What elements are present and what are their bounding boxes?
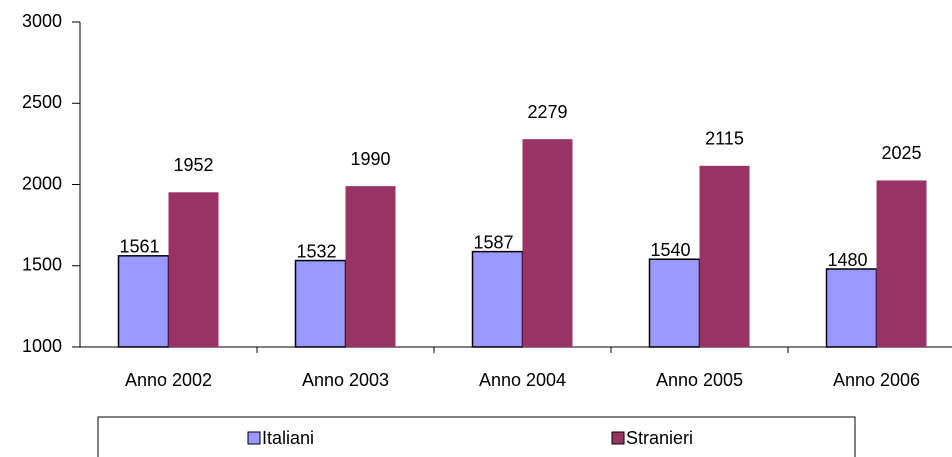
- data-label: 1990: [350, 149, 390, 169]
- legend-label: Italiani: [262, 428, 314, 448]
- bar: [876, 180, 927, 347]
- y-tick-label: 1500: [22, 255, 62, 275]
- y-tick-label: 1000: [22, 336, 62, 356]
- data-label: 1561: [119, 237, 159, 257]
- data-label: 2279: [527, 102, 567, 122]
- legend-box: [97, 416, 856, 457]
- bar: [168, 192, 219, 347]
- x-tick-label: Anno 2006: [833, 370, 920, 390]
- y-tick-label: 3000: [22, 11, 62, 31]
- x-tick-label: Anno 2004: [479, 370, 566, 390]
- bar: [294, 259, 347, 348]
- data-label: 1540: [650, 240, 690, 260]
- data-label: 1952: [173, 155, 213, 175]
- data-label: 1480: [827, 250, 867, 270]
- bar: [699, 165, 750, 347]
- data-label: 1587: [473, 232, 513, 252]
- y-tick-label: 2000: [22, 173, 62, 193]
- data-label: 2025: [881, 143, 921, 163]
- bar: [648, 258, 701, 348]
- bar: [345, 186, 396, 347]
- x-tick-label: Anno 2005: [656, 370, 743, 390]
- bar: [117, 255, 170, 348]
- bar: [471, 250, 524, 348]
- bar: [825, 268, 878, 348]
- x-tick-label: Anno 2002: [125, 370, 212, 390]
- bar: [522, 139, 573, 347]
- legend-swatch: [247, 431, 261, 445]
- legend-swatch: [611, 431, 625, 445]
- x-tick-label: Anno 2003: [302, 370, 389, 390]
- data-label: 1532: [296, 241, 336, 261]
- legend-label: Stranieri: [626, 428, 693, 448]
- y-tick-label: 2500: [22, 92, 62, 112]
- data-label: 2115: [705, 129, 744, 149]
